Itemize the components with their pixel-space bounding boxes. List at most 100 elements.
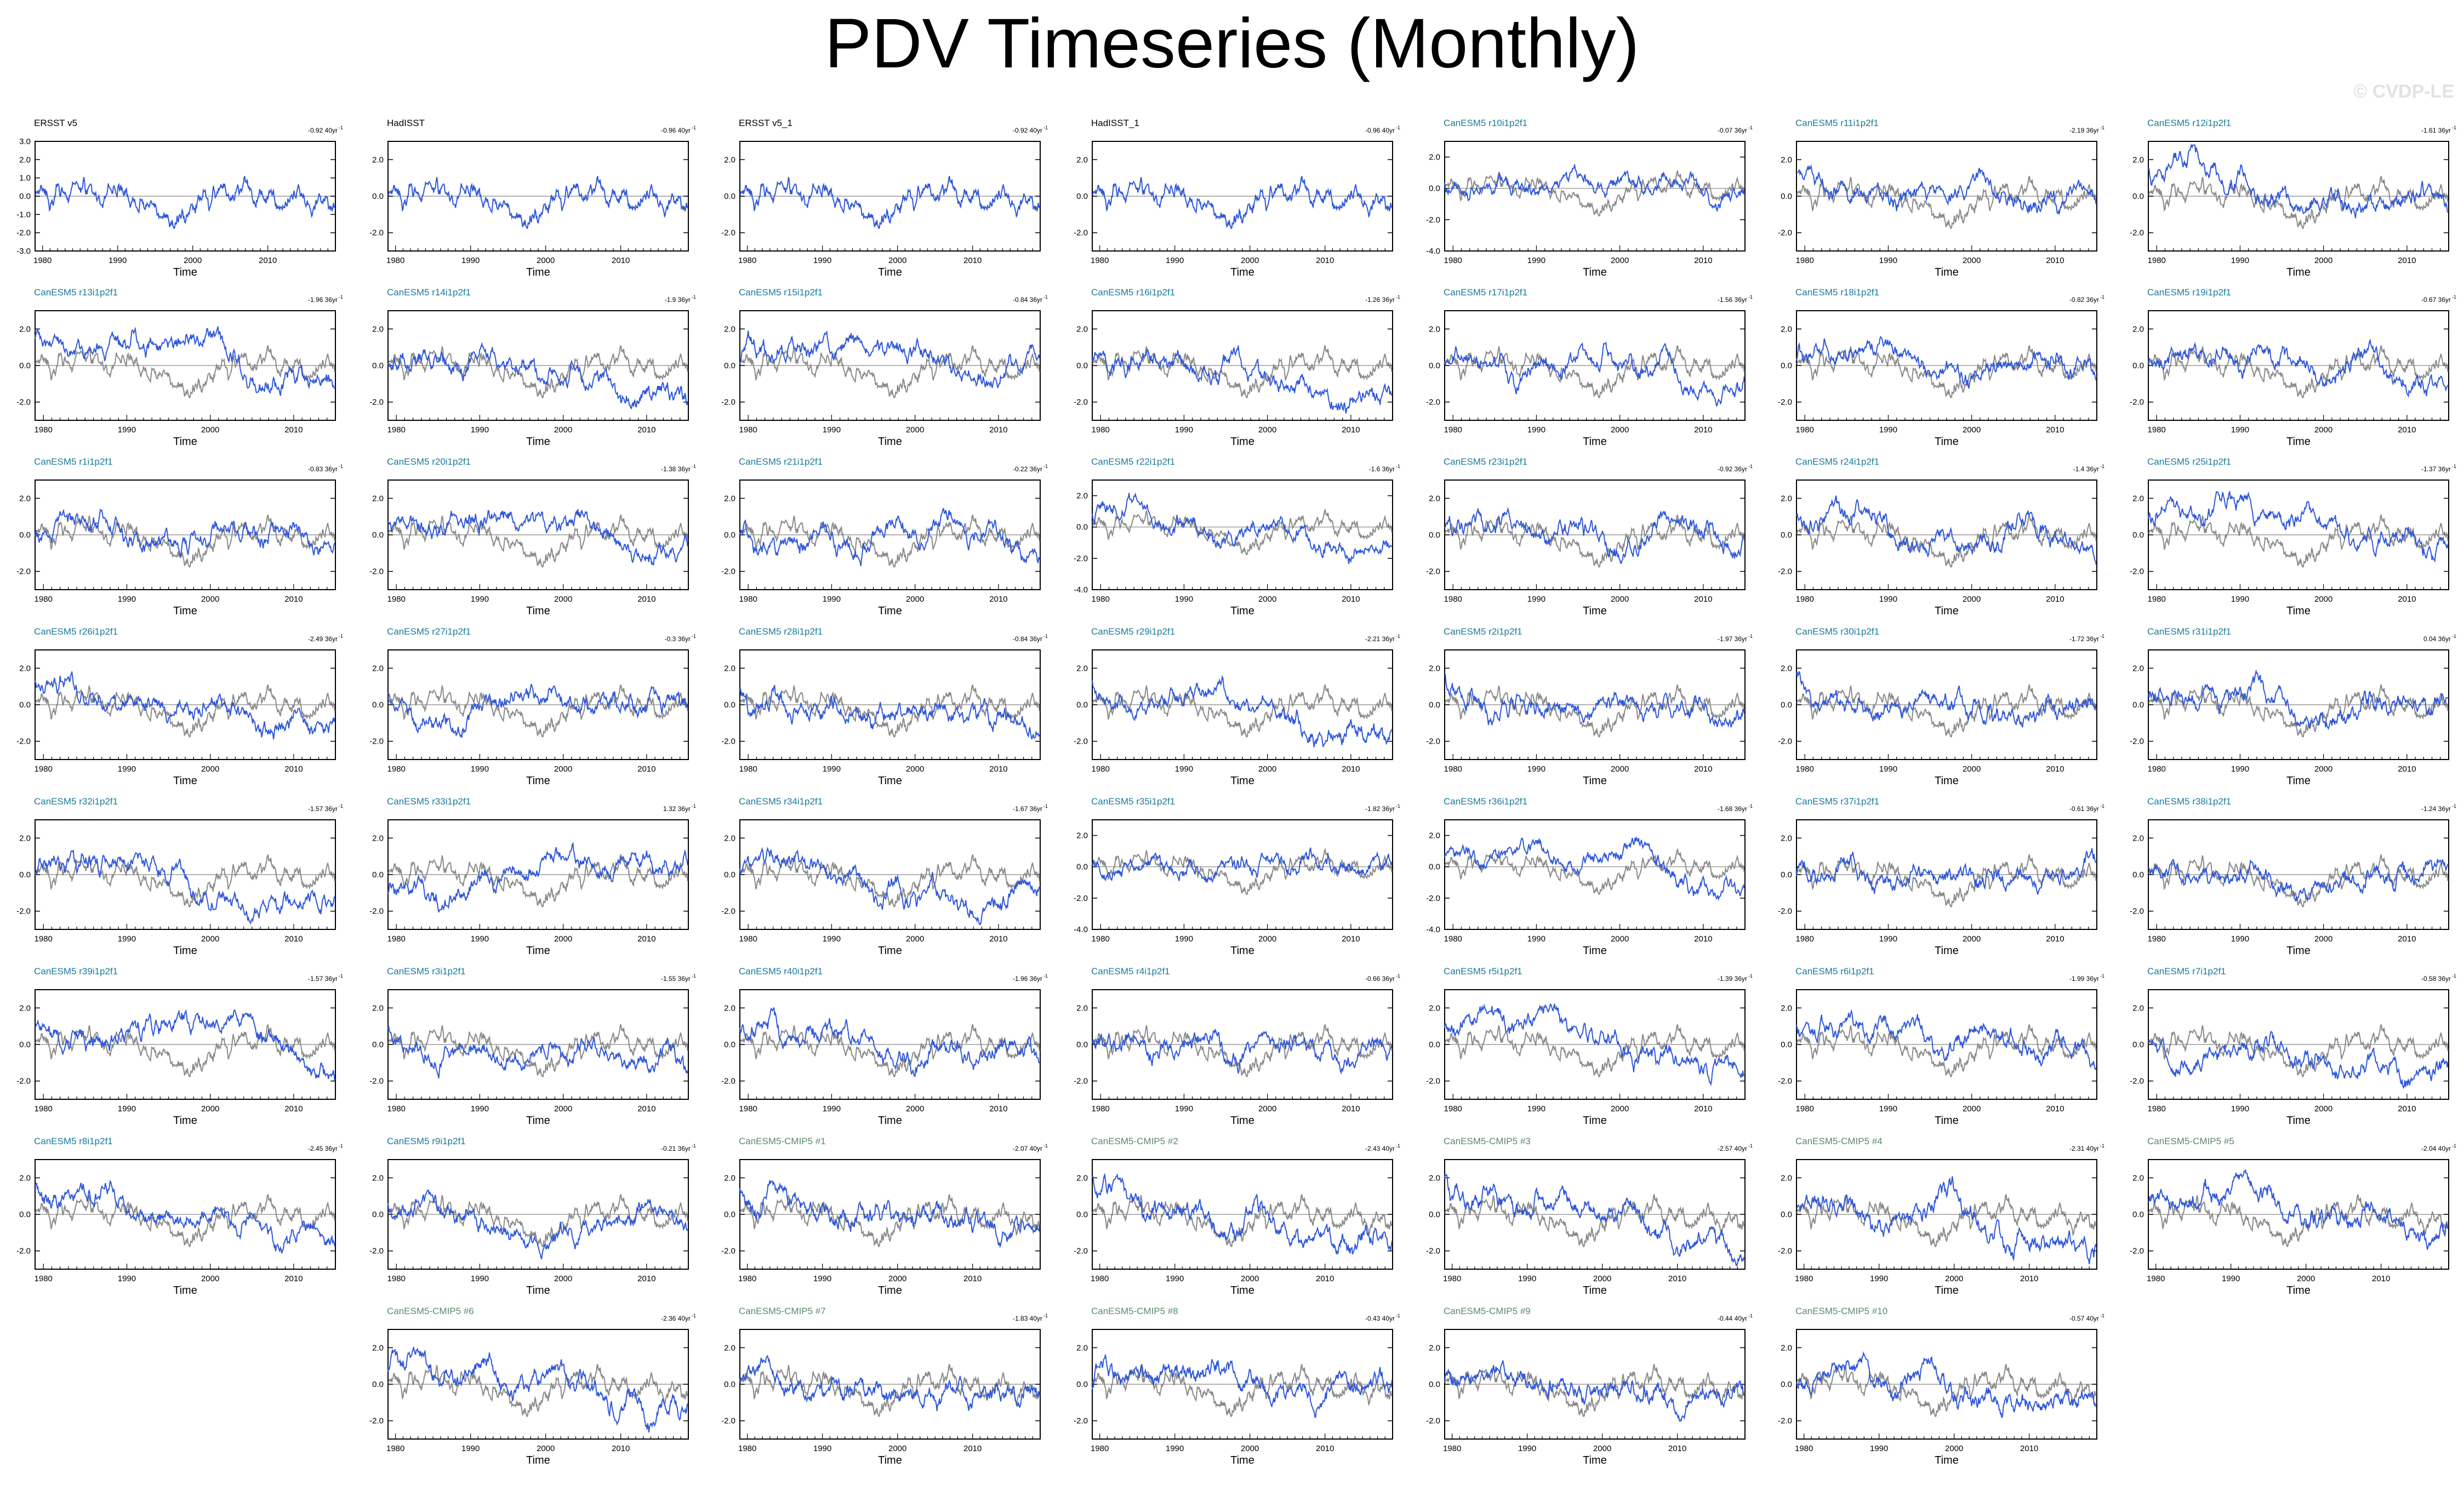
x-tick-label: 2000 <box>1963 256 1981 265</box>
x-axis-label: Time <box>2286 266 2311 278</box>
x-tick-label: 2000 <box>1258 934 1276 944</box>
x-tick-label: 2000 <box>1611 595 1629 604</box>
simulated-series-line <box>387 341 688 410</box>
x-tick-label: 2010 <box>989 595 1007 604</box>
x-tick-label: 1990 <box>109 256 127 265</box>
y-tick-label: -2.0 <box>16 398 31 407</box>
x-axis-label: Time <box>1583 1285 1607 1297</box>
panel-title: CanESM5 r20i1p2f1 <box>387 456 471 467</box>
y-tick-label: 0.0 <box>372 1040 384 1049</box>
y-tick-label: 2.0 <box>1429 494 1440 503</box>
trend-exponent: -1 <box>1748 803 1753 809</box>
x-axis-label: Time <box>1230 775 1254 787</box>
y-tick-label: 0.0 <box>1781 530 1792 540</box>
x-axis-label: Time <box>173 605 197 617</box>
simulated-series-line <box>2148 143 2449 219</box>
panel-title: CanESM5 r39i1p2f1 <box>34 966 118 977</box>
y-tick-label: 2.0 <box>724 155 735 164</box>
trend-exponent: -1 <box>1748 125 1753 130</box>
y-tick-label: -2.0 <box>2130 567 2144 576</box>
x-tick-label: 1990 <box>823 934 841 944</box>
panel-trend: -0.67 36yr <box>2421 296 2451 304</box>
y-tick-label: 2.0 <box>1076 664 1088 673</box>
y-tick-label: -2.0 <box>16 567 31 576</box>
x-tick-label: 1990 <box>1870 1444 1888 1453</box>
trend-exponent: -1 <box>1748 464 1753 469</box>
panel-4: HadISST_1 -0.96 40yr -1 2.0 0.0 -2.0 1980 1990 2… <box>1074 118 1400 278</box>
y-tick-label: -2.0 <box>16 1247 31 1256</box>
y-tick-label: 2.0 <box>372 494 384 503</box>
simulated-series-line <box>2148 1169 2449 1250</box>
x-tick-label: 1980 <box>386 1444 404 1453</box>
panel-trend: -0.92 36yr <box>1718 465 1747 473</box>
x-tick-label: 2010 <box>284 764 303 774</box>
trend-exponent: -1 <box>339 633 343 639</box>
y-tick-label: -2.0 <box>1074 1077 1088 1086</box>
observed-series-line <box>35 515 335 568</box>
page-title: PDV Timeseries (Monthly) <box>824 4 1640 83</box>
trend-exponent: -1 <box>1043 1313 1048 1318</box>
x-axis-label: Time <box>173 775 197 787</box>
y-tick-label: 2.0 <box>1076 1003 1088 1013</box>
observed-series-line <box>2148 684 2449 738</box>
simulated-series-line <box>1092 345 1393 414</box>
x-tick-label: 2010 <box>637 595 655 604</box>
y-tick-label: -2.0 <box>721 398 735 407</box>
x-tick-label: 1990 <box>1527 595 1545 604</box>
y-tick-label: -2.0 <box>1778 1247 1792 1256</box>
trend-exponent: -1 <box>2452 803 2456 809</box>
y-tick-label: 0.0 <box>1076 1040 1088 1049</box>
x-tick-label: 1990 <box>1879 425 1897 435</box>
x-tick-label: 1980 <box>2148 1104 2166 1114</box>
y-tick-label: 2.0 <box>1076 492 1088 501</box>
y-tick-label: 2.0 <box>1781 1003 1792 1013</box>
x-tick-label: 2010 <box>1342 1104 1360 1114</box>
panel-trend: -1.82 36yr <box>1365 805 1395 813</box>
panel-17: CanESM5 r21i1p2f1 -0.22 36yr -1 2.0 0.0 -2.0 1… <box>721 456 1048 617</box>
panel-trend: -1.61 36yr <box>2421 127 2451 134</box>
panel-9: CanESM5 r14i1p2f1 -1.9 36yr -1 2.0 0.0 -2.0 19… <box>369 287 696 448</box>
x-axis-label: Time <box>1583 605 1607 617</box>
x-axis-label: Time <box>526 945 550 957</box>
panel-34: CanESM5 r37i1p2f1 -0.61 36yr -1 2.0 0.0 -2.0 1… <box>1778 796 2104 957</box>
y-tick-label: 0.0 <box>2132 870 2144 880</box>
simulated-series-line <box>2148 669 2449 730</box>
x-tick-label: 1990 <box>1527 425 1545 435</box>
panel-trend: -1.56 36yr <box>1718 296 1747 304</box>
y-tick-label: -2.0 <box>16 907 31 916</box>
x-tick-label: 2010 <box>1342 425 1360 435</box>
x-tick-label: 1980 <box>1092 764 1110 774</box>
x-tick-label: 1980 <box>1444 256 1462 265</box>
y-tick-label: 0.0 <box>1429 863 1440 872</box>
observed-series-line <box>1092 1194 1393 1248</box>
panel-title: CanESM5 r8i1p2f1 <box>34 1136 113 1146</box>
x-tick-label: 1980 <box>1796 1104 1814 1114</box>
simulated-series-line <box>1796 671 2097 728</box>
trend-exponent: -1 <box>692 125 696 130</box>
x-tick-label: 1980 <box>1444 425 1462 435</box>
y-tick-label: 0.0 <box>1781 1380 1792 1389</box>
x-tick-label: 2010 <box>1316 1444 1334 1453</box>
x-tick-label: 1980 <box>1796 425 1814 435</box>
y-tick-label: -2.0 <box>1778 229 1792 238</box>
y-tick-label: -2.0 <box>1426 737 1440 746</box>
x-tick-label: 1980 <box>738 256 756 265</box>
x-tick-label: 2000 <box>1258 595 1276 604</box>
y-tick-label: -2.0 <box>2130 737 2144 746</box>
x-tick-label: 2000 <box>1593 1274 1611 1283</box>
x-tick-label: 2010 <box>989 425 1007 435</box>
simulated-series-line <box>35 1180 335 1254</box>
x-tick-label: 1980 <box>387 764 406 774</box>
y-tick-label: -2.0 <box>1074 554 1088 563</box>
x-tick-label: 2000 <box>1241 256 1259 265</box>
x-tick-label: 1990 <box>813 256 831 265</box>
observed-series-line <box>1796 854 2097 908</box>
panel-title: CanESM5 r37i1p2f1 <box>1795 796 1879 807</box>
x-tick-label: 2000 <box>2314 425 2332 435</box>
y-tick-label: -2.0 <box>721 1077 735 1086</box>
x-axis-label: Time <box>526 605 550 617</box>
simulated-series-line <box>387 509 688 566</box>
trend-exponent: -1 <box>1043 294 1048 300</box>
trend-exponent: -1 <box>2100 125 2104 130</box>
y-tick-label: 0.0 <box>2132 530 2144 540</box>
